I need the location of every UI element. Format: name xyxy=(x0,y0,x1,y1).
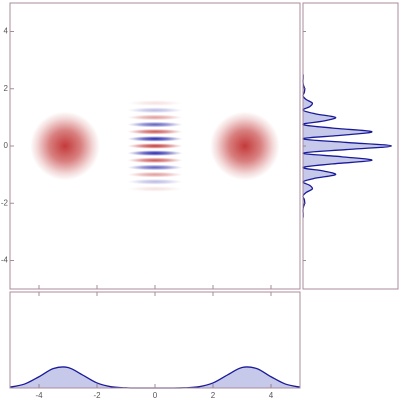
density-spot xyxy=(127,128,183,135)
y-tick-label: 0 xyxy=(4,141,9,150)
y-tick-label: 4 xyxy=(4,27,9,36)
x-tick-label: -4 xyxy=(35,391,43,400)
x-tick-label: 2 xyxy=(211,391,216,400)
density-spot xyxy=(127,121,183,128)
density-spot xyxy=(127,164,183,171)
density-spot xyxy=(127,100,183,106)
y-tick-label: -2 xyxy=(1,198,9,207)
density-spot xyxy=(127,157,183,164)
density-spot xyxy=(127,178,183,185)
area-fill xyxy=(10,366,300,389)
y-tick-label: 2 xyxy=(4,84,9,93)
density-spot xyxy=(127,150,183,157)
density-spot xyxy=(127,186,183,192)
area-line xyxy=(302,74,393,218)
density-spot xyxy=(127,143,183,149)
area-fill xyxy=(302,74,392,218)
panel-frame xyxy=(9,291,301,389)
x-tick-label: -2 xyxy=(93,391,101,400)
x-tick-label: 0 xyxy=(153,391,158,400)
density-spot xyxy=(127,107,183,114)
density-spot xyxy=(210,111,280,181)
x-tick-label: 4 xyxy=(269,391,274,400)
density-spot xyxy=(127,171,183,178)
panel-frame xyxy=(302,2,399,290)
panel-frame xyxy=(9,2,301,290)
density-spot xyxy=(30,111,100,181)
density-spot xyxy=(127,114,183,121)
y-tick-label: -4 xyxy=(1,256,9,265)
density-spot xyxy=(127,135,183,142)
